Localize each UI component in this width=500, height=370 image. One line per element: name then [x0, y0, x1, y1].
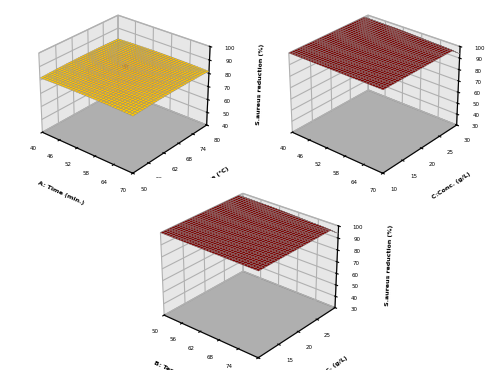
Y-axis label: C:Conc. (g/L): C:Conc. (g/L) [431, 171, 471, 200]
X-axis label: B: Temprature (°C): B: Temprature (°C) [153, 360, 215, 370]
X-axis label: A: Time (min.): A: Time (min.) [286, 180, 335, 205]
Y-axis label: B: Temprature (°C): B: Temprature (°C) [172, 166, 230, 206]
Y-axis label: C:Conc. (g/L): C:Conc. (g/L) [308, 355, 348, 370]
X-axis label: A: Time (min.): A: Time (min.) [36, 180, 84, 205]
